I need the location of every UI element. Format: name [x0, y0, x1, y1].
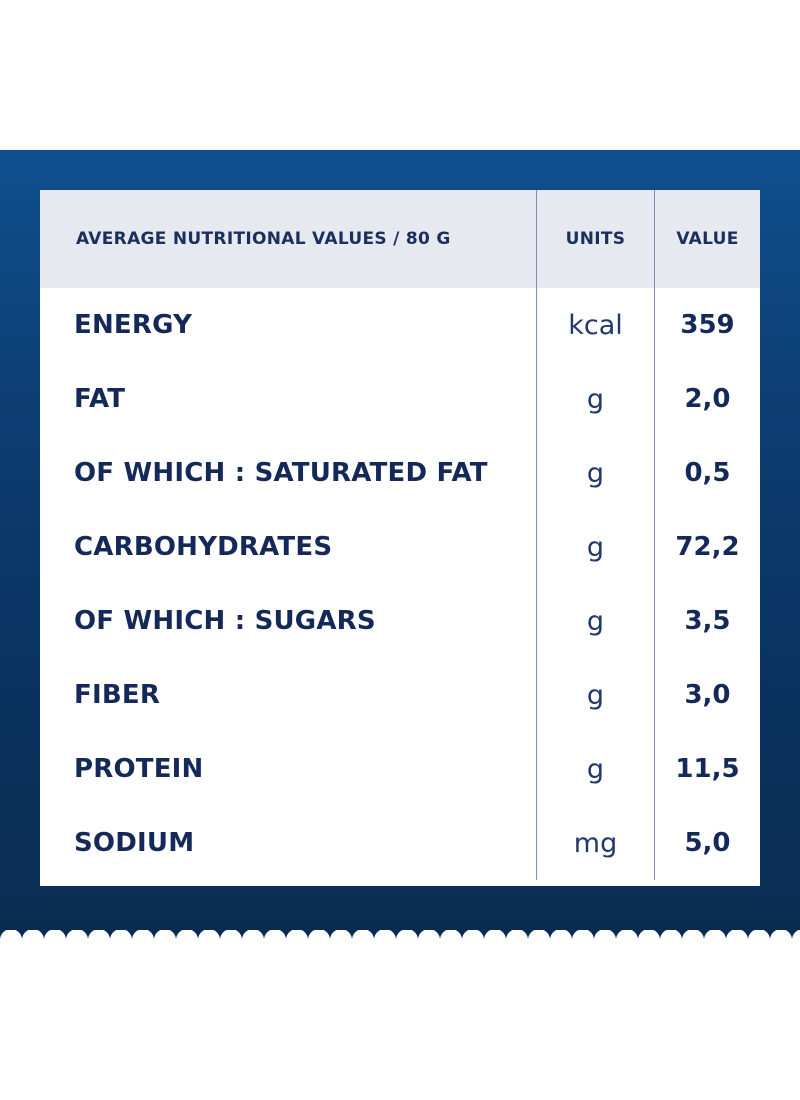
- row-protein-unit: g: [537, 732, 655, 806]
- row-energy-name: ENERGY: [40, 288, 537, 362]
- row-sodium-unit: mg: [537, 806, 655, 880]
- row-protein-value: 11,5: [675, 754, 740, 784]
- row-fiber-name: FIBER: [40, 658, 537, 732]
- header-value: VALUE: [655, 190, 760, 288]
- row-fiber-value: 3,0: [684, 680, 731, 710]
- row-sodium-name: SODIUM: [40, 806, 537, 880]
- row-energy-unit: kcal: [537, 288, 655, 362]
- row-sugars-name: OF WHICH : SUGARS: [40, 584, 537, 658]
- nutrition-table: AVERAGE NUTRITIONAL VALUES / 80 G UNITS …: [40, 190, 760, 886]
- row-saturated-fat-value: 0,5: [684, 458, 731, 488]
- row-fat-value: 2,0: [684, 384, 731, 414]
- row-fiber-unit: g: [537, 658, 655, 732]
- row-energy-value: 359: [680, 310, 735, 340]
- scallop-edge: [0, 930, 800, 950]
- row-saturated-fat-unit: g: [537, 436, 655, 510]
- row-fat-name: FAT: [40, 362, 537, 436]
- row-sugars-unit: g: [537, 584, 655, 658]
- row-fat-unit: g: [537, 362, 655, 436]
- header-units: UNITS: [537, 190, 655, 288]
- header-nutrient: AVERAGE NUTRITIONAL VALUES / 80 G: [40, 190, 537, 288]
- row-protein-name: PROTEIN: [40, 732, 537, 806]
- row-saturated-fat-name: OF WHICH : SATURATED FAT: [40, 436, 537, 510]
- row-carbohydrates-unit: g: [537, 510, 655, 584]
- row-carbohydrates-name: CARBOHYDRATES: [40, 510, 537, 584]
- row-sodium-value: 5,0: [684, 828, 731, 858]
- row-sugars-value: 3,5: [684, 606, 731, 636]
- row-carbohydrates-value: 72,2: [675, 532, 740, 562]
